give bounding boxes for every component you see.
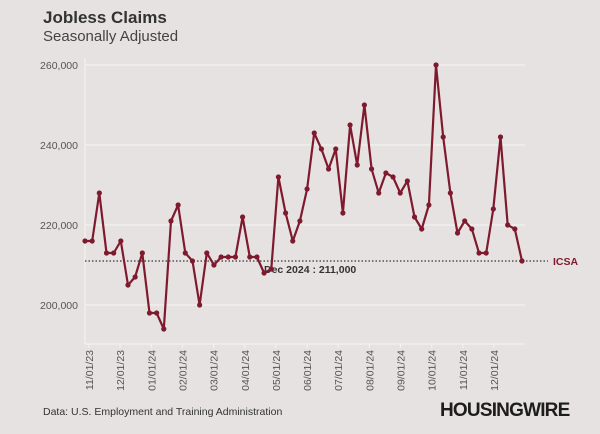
data-source: Data: U.S. Employment and Training Admin…: [43, 406, 283, 418]
data-point: [440, 134, 446, 140]
data-point: [426, 202, 432, 208]
series-end-label: ICSA: [553, 256, 579, 268]
data-point: [82, 238, 88, 244]
data-point: [411, 214, 418, 220]
data-point: [490, 206, 496, 212]
data-point: [168, 218, 174, 224]
chart-subtitle: Seasonally Adjusted: [43, 28, 179, 45]
x-tick-label: 09/01/24: [396, 350, 408, 391]
y-axis-ticks: 200,000 220,000 240,000 260,000: [40, 60, 78, 312]
data-point: [347, 122, 353, 128]
data-point: [505, 222, 511, 228]
series-line-icsa: [85, 63, 524, 331]
reference-annotation: Dec 2024 : 211,000: [264, 264, 356, 276]
data-point: [512, 226, 518, 232]
chart-title: Jobless Claims: [43, 8, 167, 27]
data-point: [111, 250, 117, 256]
x-tick-label: 02/01/24: [177, 350, 189, 391]
x-tick-label: 04/01/24: [240, 350, 252, 391]
x-tick-label: 01/01/24: [146, 350, 158, 391]
x-tick-label: 11/01/23: [84, 350, 96, 390]
data-point: [419, 226, 425, 232]
data-point: [118, 238, 124, 244]
data-point: [383, 170, 389, 176]
data-point: [268, 266, 274, 272]
data-point: [354, 162, 360, 168]
data-point: [397, 190, 403, 196]
x-tick-label: 08/01/24: [364, 350, 376, 391]
data-point: [368, 166, 375, 172]
data-point: [275, 174, 282, 180]
x-tick-label: 11/01/24: [458, 350, 470, 390]
data-point: [182, 250, 188, 256]
x-tick-label: 10/01/24: [427, 350, 439, 391]
data-point: [225, 254, 231, 260]
x-tick-label: 03/01/24: [209, 350, 221, 391]
x-tick-label: 12/01/23: [115, 350, 127, 391]
data-point: [161, 326, 167, 332]
data-point: [297, 218, 303, 224]
data-point: [204, 250, 210, 256]
data-point: [146, 310, 153, 316]
reference-line-group: Dec 2024 : 211,000: [85, 260, 548, 276]
data-point: [376, 190, 382, 196]
data-point: [232, 254, 239, 260]
x-tick-label: 05/01/24: [271, 350, 283, 391]
data-point: [519, 258, 525, 264]
data-point: [175, 202, 181, 208]
data-point: [132, 274, 138, 280]
data-point: [290, 238, 296, 244]
data-point: [333, 146, 339, 152]
data-point: [254, 254, 260, 260]
data-point: [211, 262, 217, 268]
data-point: [433, 62, 439, 68]
data-point: [240, 214, 246, 220]
data-point: [96, 190, 102, 196]
y-tick-label: 220,000: [40, 220, 78, 232]
data-point: [361, 102, 367, 108]
data-point: [462, 218, 468, 224]
data-point: [139, 250, 145, 256]
y-tick-label: 260,000: [40, 60, 78, 72]
data-point: [447, 190, 453, 196]
data-point: [476, 250, 482, 256]
data-point: [197, 302, 203, 308]
data-point: [469, 226, 475, 232]
data-point: [247, 254, 253, 260]
data-point: [454, 230, 461, 236]
data-point: [218, 254, 224, 260]
data-point: [311, 130, 317, 136]
data-point: [497, 134, 504, 140]
data-point: [390, 174, 396, 180]
data-point: [325, 166, 332, 172]
data-point: [189, 258, 196, 264]
data-point: [125, 282, 131, 288]
data-point: [318, 146, 325, 152]
data-point: [261, 270, 267, 276]
brand-logo: HOUSINGWIRE: [440, 400, 570, 421]
x-axis: 11/01/23 12/01/23 01/01/24 02/01/24 03/01/24…: [84, 343, 525, 391]
data-point: [103, 250, 110, 256]
x-tick-label: 07/01/24: [333, 350, 345, 391]
y-tick-label: 200,000: [40, 300, 78, 312]
data-point: [304, 186, 310, 192]
data-point: [404, 178, 410, 184]
y-tick-label: 240,000: [40, 140, 78, 152]
data-point: [282, 210, 289, 216]
data-point: [340, 210, 346, 216]
x-tick-label: 12/01/24: [489, 350, 501, 391]
data-point: [89, 238, 95, 244]
x-tick-label: 06/01/24: [302, 350, 314, 391]
gridlines: [84, 58, 525, 344]
series-group: ICSA: [82, 62, 579, 332]
data-point: [483, 250, 489, 256]
data-point: [154, 310, 160, 316]
